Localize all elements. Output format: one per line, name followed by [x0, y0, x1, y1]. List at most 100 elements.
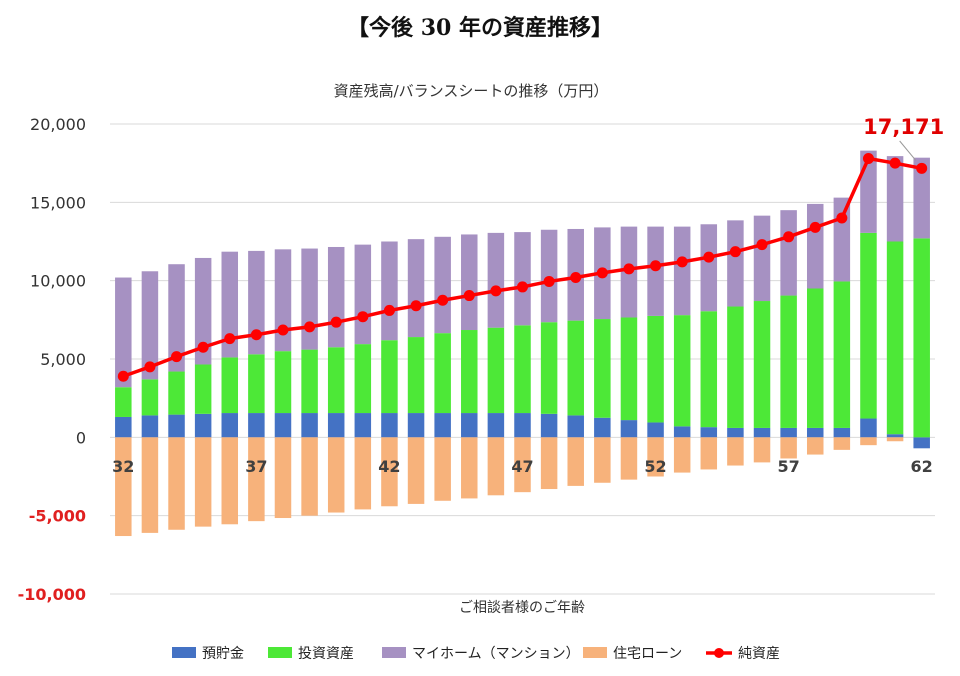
bar-segment: [913, 157, 930, 239]
bar-segment: [860, 418, 877, 438]
x-tick-label: 52: [644, 457, 666, 476]
annotations: 17,171: [863, 115, 944, 161]
data-point: [676, 256, 688, 268]
bar-segment: [673, 426, 691, 438]
bar-segment: [461, 330, 478, 414]
bar-segment: [673, 226, 691, 316]
bar-segment: [461, 234, 478, 331]
bar-segment: [913, 437, 930, 449]
bar-segment: [514, 437, 531, 493]
bar-segment: [833, 437, 851, 450]
data-point: [783, 231, 795, 243]
legend-label: 預貯金: [202, 646, 244, 662]
data-point: [463, 290, 475, 302]
bar-segment: [700, 224, 718, 312]
legend-swatch: [583, 647, 607, 658]
callout-label: 17,171: [863, 115, 944, 139]
bar-segment: [327, 413, 345, 438]
bar-segment: [594, 319, 611, 418]
legend-swatch: [382, 647, 406, 658]
bar-segment: [487, 437, 505, 496]
bar-segment: [301, 349, 318, 414]
bar-segment: [274, 437, 292, 519]
bar-segment: [540, 413, 558, 438]
bar-segment: [168, 437, 185, 530]
bar-segment: [115, 277, 132, 388]
bar-segment: [327, 437, 345, 513]
bar-segment: [727, 437, 744, 466]
data-point: [862, 152, 874, 164]
bar-segment: [514, 232, 531, 326]
data-point: [836, 212, 848, 224]
y-axis-ticks: 20,000 15,000 10,000 5,000 0 -5,000 -10,000: [18, 115, 86, 604]
bar-segment: [221, 437, 239, 525]
data-point: [623, 263, 635, 275]
data-point: [703, 251, 715, 263]
bar-segment: [647, 437, 664, 477]
bar-segment: [434, 236, 451, 334]
data-point: [889, 157, 901, 169]
bar-segment: [727, 220, 744, 307]
bar-segment: [407, 337, 425, 414]
bar-segment: [860, 232, 877, 419]
bar-segment: [567, 437, 584, 486]
bar-segment: [461, 413, 478, 438]
bar-segment: [594, 417, 611, 438]
bar-segment: [594, 437, 611, 483]
bar-segment: [487, 232, 505, 328]
bar-segment: [780, 427, 797, 438]
bar-segment: [381, 437, 398, 507]
bar-segment: [647, 422, 664, 438]
bar-segment: [221, 413, 239, 438]
y-tick-label: 5,000: [40, 350, 86, 369]
bar-segment: [434, 437, 451, 501]
bar-segment: [194, 437, 212, 527]
x-tick-label: 37: [245, 457, 267, 476]
bar-segment: [301, 437, 318, 516]
bar-segment: [647, 315, 664, 423]
data-point: [916, 162, 928, 174]
data-point: [650, 260, 662, 272]
bar-segment: [620, 317, 638, 421]
legend-label: 住宅ローン: [613, 646, 682, 662]
data-point: [570, 272, 582, 284]
bar-segment: [194, 364, 212, 414]
bar-segment: [407, 413, 425, 438]
bar-segment: [753, 301, 771, 428]
bar-segment: [141, 437, 159, 533]
bar-segment: [514, 413, 531, 438]
bar-segment: [860, 437, 877, 446]
bar-segment: [248, 437, 265, 522]
bar-segment: [886, 434, 904, 438]
bar-segment: [168, 264, 185, 372]
y-tick-label: 0: [76, 428, 86, 447]
bar-segment: [354, 437, 372, 510]
bars: [115, 150, 930, 537]
bar-segment: [540, 437, 558, 490]
bar-segment: [115, 387, 132, 417]
bar-segment: [806, 437, 824, 455]
x-tick-label: 32: [112, 457, 134, 476]
bar-segment: [407, 437, 425, 504]
data-point: [543, 275, 555, 287]
bar-segment: [886, 156, 904, 242]
x-tick-label: 57: [777, 457, 799, 476]
data-point: [330, 316, 342, 328]
bar-segment: [487, 327, 505, 414]
bar-segment: [301, 248, 318, 350]
bar-segment: [753, 437, 771, 463]
bar-segment: [327, 347, 345, 414]
bar-segment: [780, 295, 797, 428]
bar-segment: [407, 239, 425, 338]
chart-subtitle: 資産残高/バランスシートの推移（万円）: [334, 82, 609, 100]
bar-segment: [141, 415, 159, 438]
bar-segment: [248, 250, 265, 355]
bar-segment: [700, 427, 718, 438]
data-point: [197, 341, 209, 353]
net-assets-line: [117, 152, 928, 382]
data-point: [596, 267, 608, 279]
data-point: [517, 281, 528, 293]
bar-segment: [327, 246, 345, 348]
bar-segment: [354, 244, 372, 345]
